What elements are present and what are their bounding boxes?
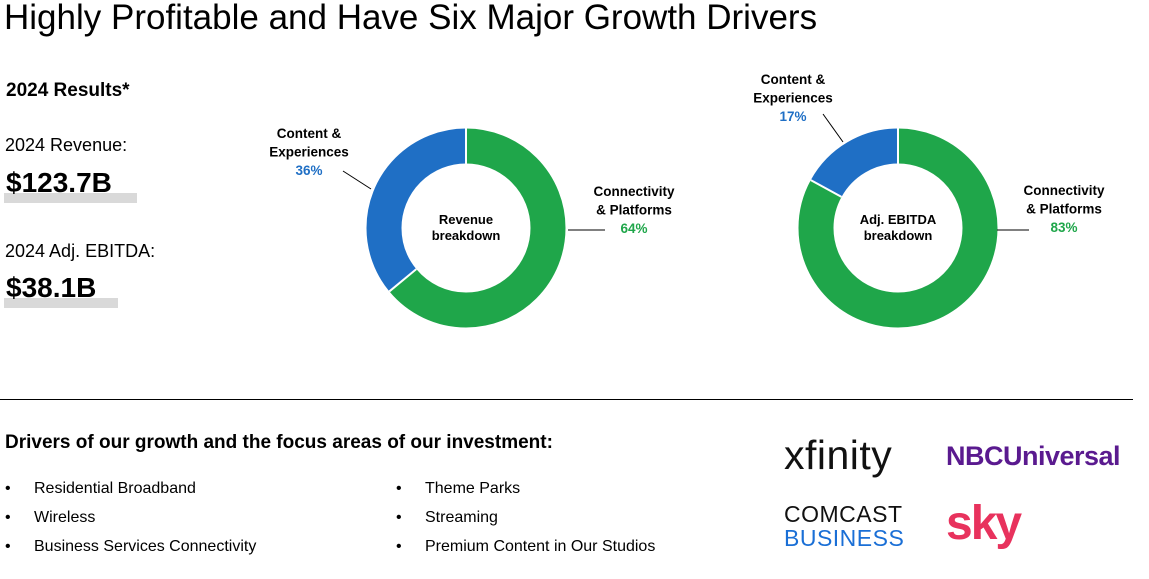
drivers-heading: Drivers of our growth and the focus area… [5, 432, 553, 453]
section-divider [0, 399, 1133, 400]
comcast-logo: COMCAST [784, 501, 903, 527]
slice-value-label: 64% [620, 221, 647, 236]
revenue-label: 2024 Revenue: [5, 135, 128, 155]
slice-separator [810, 179, 842, 198]
list-item: • Wireless [5, 509, 96, 526]
nbcuniversal-logo: NBCUniversal [946, 441, 1121, 471]
revenue-value: $123.7B [6, 167, 112, 198]
list-item: • Premium Content in Our Studios [396, 538, 656, 555]
xfinity-logo: xfinity [784, 432, 893, 478]
slice-label-connectivity-platforms: Connectivity & Platforms 83% [1023, 183, 1105, 235]
comcast-business-logo: BUSINESS [784, 525, 905, 551]
slice-label-connectivity-platforms: Connectivity & Platforms 64% [593, 184, 675, 236]
slice-value-label: 83% [1050, 220, 1077, 235]
sky-logo: sky [946, 497, 1022, 550]
slice-label-content-experiences: Content & Experiences 36% [269, 126, 349, 178]
leader-line [822, 113, 844, 143]
leader-line [342, 170, 372, 190]
revenue-highlight [4, 193, 137, 203]
donut-center-label: Adj. EBITDA breakdown [860, 212, 937, 243]
slice-label-content-experiences: Content & Experiences 17% [753, 72, 833, 124]
results-heading: 2024 Results* [6, 80, 130, 101]
slice-separator [388, 268, 417, 293]
list-item: • Theme Parks [396, 480, 521, 497]
page-title: Highly Profitable and Have Six Major Gro… [4, 0, 818, 37]
list-item: • Streaming [396, 509, 498, 526]
slice-value-label: 36% [295, 163, 322, 178]
ebitda-label: 2024 Adj. EBITDA: [5, 241, 156, 261]
slice-value-label: 17% [779, 109, 806, 124]
donut-center-label: Revenue breakdown [432, 212, 501, 243]
list-item: • Business Services Connectivity [5, 538, 257, 555]
list-item: • Residential Broadband [5, 480, 196, 497]
ebitda-value: $38.1B [6, 272, 97, 303]
ebitda-highlight [4, 298, 118, 308]
